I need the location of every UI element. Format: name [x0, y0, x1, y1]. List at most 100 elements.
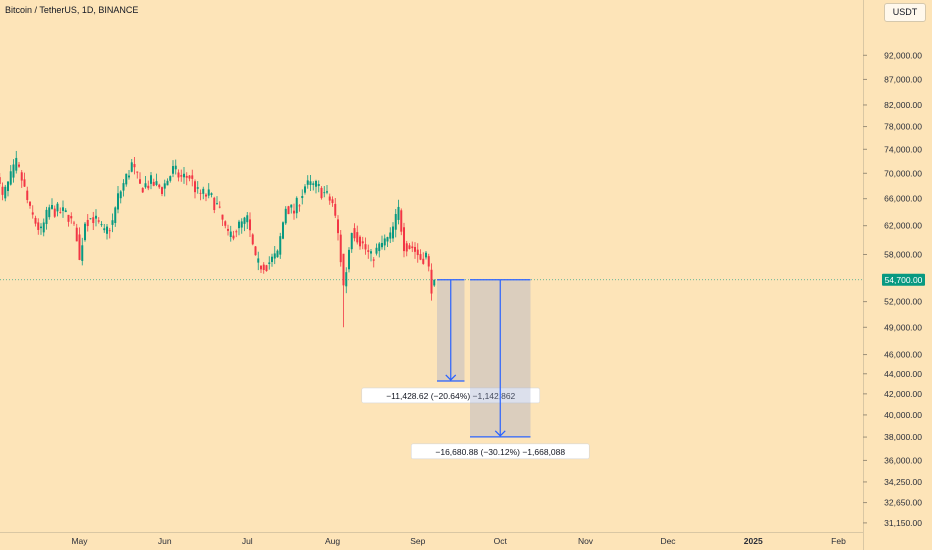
candle-down — [251, 234, 254, 245]
candle-up — [304, 186, 306, 193]
candle-up — [425, 252, 427, 258]
candle-up — [196, 187, 199, 189]
arrow-down-icon — [445, 374, 457, 381]
candle-up — [238, 221, 240, 229]
candle-down — [320, 187, 323, 199]
currency-button[interactable]: USDT — [884, 3, 926, 22]
candle-down — [78, 234, 81, 260]
time-tick-label: Jul — [242, 536, 253, 546]
price-tick-label: 46,000.00 — [884, 350, 922, 360]
price-tick-label: 82,000.00 — [884, 100, 922, 110]
candle-down — [298, 205, 301, 207]
candle-up — [375, 247, 378, 254]
candle-down — [67, 214, 70, 222]
candle-up — [119, 191, 122, 199]
measure-label-box — [410, 443, 590, 460]
candle-up — [9, 171, 12, 185]
price-tick-label: 32,650.00 — [884, 498, 922, 508]
candle-up — [169, 176, 172, 181]
candle-down — [199, 192, 202, 194]
candle-up — [271, 256, 273, 262]
candle-down — [213, 197, 216, 211]
candle-up — [130, 162, 133, 172]
candle-down — [372, 259, 375, 261]
time-tick-label: May — [71, 536, 88, 546]
candle-down — [53, 208, 56, 217]
price-tick-label: 42,000.00 — [884, 389, 922, 399]
candle-down — [59, 212, 62, 213]
candle-up — [312, 183, 315, 185]
candle-down — [136, 171, 139, 173]
candle-up — [103, 228, 106, 231]
price-tick-label: 49,000.00 — [884, 322, 922, 332]
price-tick-label: 70,000.00 — [884, 168, 922, 178]
candle-down — [367, 250, 370, 252]
candle-down — [92, 217, 95, 224]
candle-down — [364, 244, 367, 250]
candle-up — [100, 224, 103, 226]
candle-down — [86, 219, 89, 227]
candle-down — [356, 232, 359, 243]
candle-up — [64, 210, 67, 213]
candle-up — [229, 231, 232, 237]
candle-down — [133, 164, 136, 168]
candle-down — [37, 222, 40, 230]
candle-down — [1, 186, 4, 195]
price-tick-label: 92,000.00 — [884, 50, 922, 60]
candle-down — [34, 217, 37, 224]
candle-down — [403, 227, 405, 252]
candle-down — [293, 210, 295, 214]
candle-up — [389, 232, 392, 239]
current-price-label: 54,700.00 — [885, 275, 923, 285]
candle-down — [205, 194, 207, 197]
price-tick-label: 38,000.00 — [884, 432, 922, 442]
candle-up — [172, 166, 174, 174]
candle-down — [191, 175, 194, 179]
candle-down — [227, 228, 229, 231]
candle-up — [392, 226, 394, 239]
candle-down — [177, 172, 180, 178]
candle-up — [150, 175, 152, 184]
candle-down — [430, 269, 433, 294]
candle-up — [81, 245, 84, 261]
candle-up — [202, 188, 205, 194]
candle-up — [166, 180, 169, 186]
candle-up — [95, 215, 97, 219]
time-tick-label: Feb — [831, 536, 846, 546]
candle-up — [317, 184, 320, 187]
candle-up — [306, 180, 309, 185]
price-tick-label: 34,250.00 — [884, 477, 922, 487]
time-tick-label: 2025 — [744, 536, 763, 546]
candle-down — [353, 228, 356, 239]
candle-down — [260, 265, 262, 270]
candle-down — [180, 175, 183, 177]
candle-up — [323, 192, 326, 194]
candle-down — [70, 216, 73, 219]
candle-up — [273, 253, 276, 259]
candle-down — [337, 219, 339, 234]
candle-up — [268, 262, 271, 264]
time-tick-label: Aug — [325, 536, 340, 546]
candle-up — [4, 186, 7, 199]
time-tick-label: Jun — [158, 536, 172, 546]
candle-up — [282, 222, 284, 239]
candle-up — [106, 226, 108, 234]
candle-up — [155, 181, 158, 185]
candle-up — [122, 183, 125, 191]
candle-up — [15, 157, 18, 171]
candle-up — [394, 214, 397, 230]
candle-down — [20, 172, 23, 181]
candle-down — [232, 235, 235, 239]
candle-up — [207, 189, 210, 196]
candle-down — [328, 196, 331, 201]
candle-down — [262, 264, 265, 270]
candle-down — [334, 203, 337, 216]
candle-up — [284, 208, 287, 224]
measure-label: −11,428.62 (−20.64%) −1,142,862 — [386, 391, 515, 401]
candle-down — [139, 179, 141, 184]
candle-down — [408, 245, 411, 249]
candle-down — [218, 206, 221, 208]
candle-up — [183, 173, 185, 178]
